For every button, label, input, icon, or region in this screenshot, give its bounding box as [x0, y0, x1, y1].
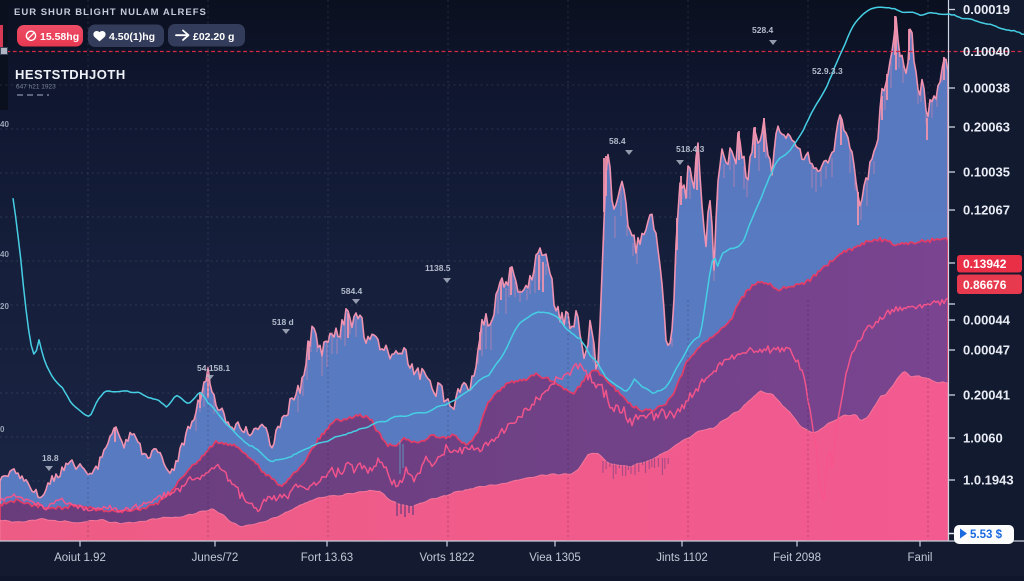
svg-text:40: 40	[0, 250, 9, 259]
svg-text:647 h21 1923: 647 h21 1923	[16, 84, 56, 91]
svg-text:Viea 1305: Viea 1305	[529, 552, 581, 564]
svg-text:0.10035: 0.10035	[963, 165, 1010, 180]
svg-text:Jints 1102: Jints 1102	[656, 552, 708, 564]
svg-text:528.4: 528.4	[752, 25, 774, 35]
svg-text:0.86676: 0.86676	[963, 278, 1007, 292]
svg-text:18.8: 18.8	[42, 453, 59, 463]
svg-text:518.4.3: 518.4.3	[676, 144, 705, 154]
svg-text:0.00038: 0.00038	[963, 81, 1010, 96]
svg-text:0.10040: 0.10040	[963, 44, 1010, 59]
svg-text:40: 40	[0, 120, 9, 129]
svg-text:58.4: 58.4	[609, 136, 626, 146]
svg-text:0.00019: 0.00019	[963, 2, 1010, 17]
svg-text:52.9.3.3: 52.9.3.3	[812, 66, 843, 76]
svg-text:15.58hg: 15.58hg	[40, 31, 79, 43]
svg-text:Fort 13.63: Fort 13.63	[301, 552, 353, 564]
svg-text:Aoiut 1.92: Aoiut 1.92	[54, 552, 106, 564]
svg-text:0.13942: 0.13942	[963, 257, 1007, 271]
svg-text:0.20041: 0.20041	[963, 388, 1010, 403]
svg-text:0: 0	[0, 425, 5, 434]
svg-text:0.20063: 0.20063	[963, 120, 1010, 135]
svg-text:518 d: 518 d	[272, 317, 294, 327]
svg-text:20: 20	[0, 302, 9, 311]
svg-text:Vorts 1822: Vorts 1822	[420, 552, 475, 564]
svg-text:54.158.1: 54.158.1	[197, 363, 230, 373]
svg-text:EUR SHUR BLIGHT NULAM ALREFS: EUR SHUR BLIGHT NULAM ALREFS	[14, 7, 207, 18]
svg-text:1138.5: 1138.5	[425, 263, 451, 273]
svg-text:0.12067: 0.12067	[963, 203, 1010, 218]
svg-text:0.00047: 0.00047	[963, 343, 1010, 358]
svg-text:HESTSTDHJOTH: HESTSTDHJOTH	[15, 67, 126, 82]
svg-text:Fanil: Fanil	[908, 552, 933, 564]
svg-text:5.53 $: 5.53 $	[970, 529, 1003, 541]
svg-text:4.50(1)hg: 4.50(1)hg	[109, 31, 155, 43]
svg-text:£02.20 g: £02.20 g	[193, 31, 234, 43]
svg-text:584.4: 584.4	[341, 286, 363, 296]
svg-text:1.0060: 1.0060	[963, 431, 1003, 446]
svg-text:0.00044: 0.00044	[963, 313, 1011, 328]
svg-text:Junes/72: Junes/72	[192, 552, 239, 564]
svg-text:Feit 2098: Feit 2098	[773, 552, 821, 564]
svg-text:1.0.1943: 1.0.1943	[963, 473, 1014, 488]
